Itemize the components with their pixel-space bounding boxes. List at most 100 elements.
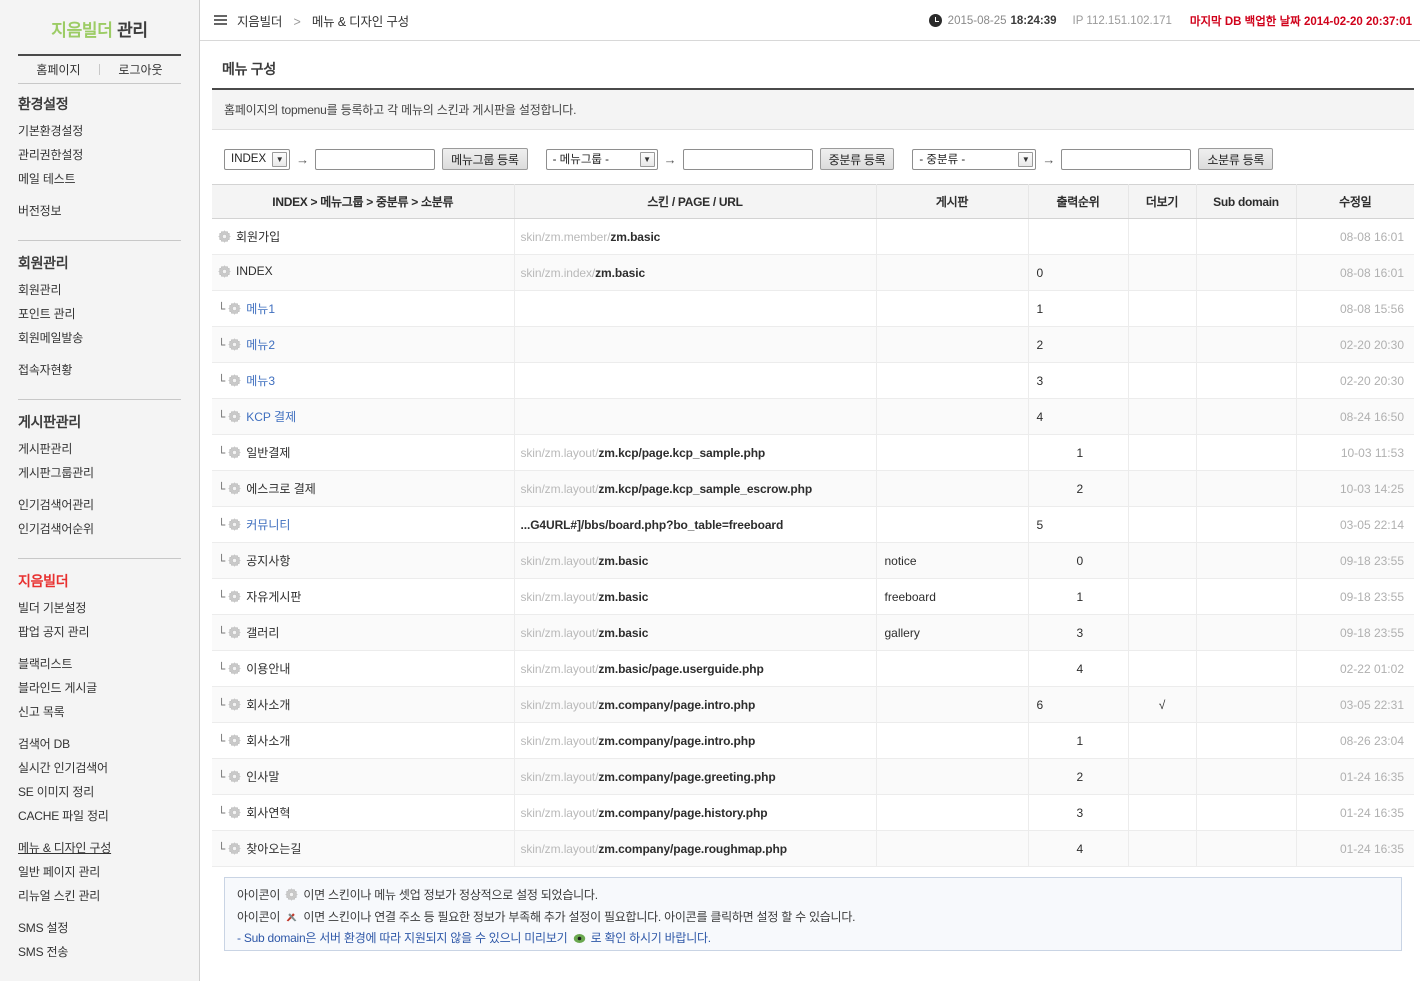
gear-icon[interactable]	[218, 229, 231, 243]
hamburger-menu-icon[interactable]	[214, 13, 227, 28]
chevron-down-icon: ▼	[272, 151, 288, 167]
cell-modified-date: 10-03 14:25	[1296, 470, 1414, 507]
sidebar-item-4-5[interactable]: 신고 목록	[18, 705, 65, 719]
sidebar-item-2-4[interactable]: 접속자현황	[18, 363, 73, 377]
sidebar-item-4-1[interactable]: 빌더 기본설정	[18, 601, 87, 615]
gear-icon[interactable]	[228, 338, 241, 351]
table-row[interactable]: └ 갤러리 skin/zm.layout/zm.basic gallery 3 09-18…	[212, 614, 1414, 651]
sidebar-item-4-9[interactable]: CACHE 파일 정리	[18, 809, 109, 823]
table-row[interactable]: └ 커뮤니티 ...G4URL#]/bbs/board.php?bo_table=f…	[212, 506, 1414, 543]
menu-name-label[interactable]: 갤러리	[246, 626, 280, 640]
sidebar-item-3-1[interactable]: 게시판관리	[18, 442, 73, 456]
link-homepage[interactable]: 홈페이지	[36, 62, 81, 77]
sidebar-item-1-2[interactable]: 관리권한설정	[18, 148, 84, 162]
table-row[interactable]: └ 찾아오는길 skin/zm.layout/zm.company/page.rou…	[212, 830, 1414, 867]
gear-icon[interactable]	[228, 806, 241, 819]
sidebar-item-1-4[interactable]: 버전정보	[18, 204, 62, 218]
gear-icon[interactable]	[228, 770, 241, 783]
sidebar-item-1-3[interactable]: 메일 테스트	[18, 172, 76, 186]
gear-icon[interactable]	[228, 590, 241, 603]
menu-name-label[interactable]: 자유게시판	[246, 590, 302, 604]
table-row[interactable]: └ 메뉴3 3 02-20 20:30	[212, 362, 1414, 399]
sidebar-item-1-1[interactable]: 기본환경설정	[18, 124, 84, 138]
menu-name-label[interactable]: 찾아오는길	[246, 842, 302, 856]
menu-name-label[interactable]: KCP 결제	[246, 410, 297, 424]
menu-name-label[interactable]: 에스크로 결제	[246, 482, 316, 496]
gear-icon[interactable]	[228, 698, 241, 711]
gear-icon[interactable]	[228, 842, 241, 855]
select-menu-group[interactable]: - 메뉴그룹 - ▼	[545, 148, 658, 170]
menu-name-label[interactable]: 회사소개	[246, 734, 291, 748]
link-logout[interactable]: 로그아웃	[118, 62, 163, 77]
table-row[interactable]: └ 회사소개 skin/zm.layout/zm.company/page.intr…	[212, 722, 1414, 759]
sidebar-item-4-12[interactable]: 리뉴얼 스킨 관리	[18, 889, 101, 903]
sidebar-item-4-8[interactable]: SE 이미지 정리	[18, 785, 95, 799]
sidebar-item-2-3[interactable]: 회원메일발송	[18, 331, 84, 345]
register-menu-group-button[interactable]: 메뉴그룹 등록	[442, 148, 528, 170]
gear-icon[interactable]	[228, 734, 241, 747]
sidebar-item-4-13[interactable]: SMS 설정	[18, 921, 69, 935]
register-mid-category-button[interactable]: 중분류 등록	[819, 148, 895, 170]
table-row[interactable]: └ 메뉴2 2 02-20 20:30	[212, 326, 1414, 363]
gear-icon[interactable]	[228, 302, 241, 315]
table-row[interactable]: 회원가입 skin/zm.member/zm.basic 08-08 16:01	[212, 218, 1414, 255]
sidebar-item-4-4[interactable]: 블라인드 게시글	[18, 681, 98, 695]
table-row[interactable]: └ 공지사항 skin/zm.layout/zm.basic notice 0 09-18…	[212, 542, 1414, 579]
table-row[interactable]: INDEX skin/zm.index/zm.basic 0 08-08 16:01	[212, 254, 1414, 291]
cell-menu-name: └ 갤러리	[212, 614, 515, 651]
table-row[interactable]: └ 인사말 skin/zm.layout/zm.company/page.greet…	[212, 758, 1414, 795]
menu-name-label[interactable]: INDEX	[236, 264, 273, 279]
sidebar-item-2-1[interactable]: 회원관리	[18, 283, 62, 297]
table-row[interactable]: └ 일반결제 skin/zm.layout/zm.kcp/page.kcp_samp…	[212, 434, 1414, 471]
sidebar-item-4-6[interactable]: 검색어 DB	[18, 737, 70, 751]
gear-icon[interactable]	[228, 662, 241, 675]
sidebar-item-4-10[interactable]: 메뉴 & 디자인 구성	[18, 841, 112, 855]
mid-category-name-input[interactable]	[682, 148, 813, 170]
gear-icon[interactable]	[228, 374, 241, 387]
menu-name-label[interactable]: 일반결제	[246, 446, 291, 460]
breadcrumb-root[interactable]: 지음빌더	[237, 14, 283, 29]
sidebar-item-4-2[interactable]: 팝업 공지 관리	[18, 625, 90, 639]
table-row[interactable]: └ 메뉴1 1 08-08 15:56	[212, 290, 1414, 327]
gear-icon[interactable]	[218, 265, 231, 278]
menu-group-name-input[interactable]	[315, 148, 436, 170]
gear-icon[interactable]	[228, 446, 241, 459]
menu-name-label[interactable]: 공지사항	[246, 554, 291, 568]
sidebar-item-4-3[interactable]: 블랙리스트	[18, 657, 73, 671]
menu-name-label[interactable]: 회원가입	[236, 229, 281, 244]
sidebar-item-4-7[interactable]: 실시간 인기검색어	[18, 761, 108, 775]
cell-skin-path	[514, 326, 877, 363]
menu-name-label[interactable]: 회사소개	[246, 698, 291, 712]
sidebar-item-2-2[interactable]: 포인트 관리	[18, 307, 76, 321]
table-row[interactable]: └ 회사연혁 skin/zm.layout/zm.company/page.hist…	[212, 794, 1414, 831]
menu-name-label[interactable]: 이용안내	[246, 662, 291, 676]
table-row[interactable]: └ 에스크로 결제 skin/zm.layout/zm.kcp/page.kcp_s…	[212, 470, 1414, 507]
sidebar-item-3-4[interactable]: 인기검색어순위	[18, 522, 94, 536]
sidebar-item-4-11[interactable]: 일반 페이지 관리	[18, 865, 101, 879]
sidebar-group-4: 지음빌더 빌더 기본설정 팝업 공지 관리 블랙리스트 블라인드 게시글 신고 목록 검색어…	[18, 558, 181, 964]
table-row[interactable]: └ 이용안내 skin/zm.layout/zm.basic/page.usergu…	[212, 650, 1414, 687]
sub-category-name-input[interactable]	[1061, 148, 1192, 170]
gear-icon[interactable]	[228, 482, 241, 495]
sidebar-item-3-2[interactable]: 게시판그룹관리	[18, 466, 94, 480]
table-row[interactable]: └ 회사소개 skin/zm.layout/zm.company/page.intr…	[212, 686, 1414, 723]
table-row[interactable]: └ 자유게시판 skin/zm.layout/zm.basic freeboard 1 0…	[212, 578, 1414, 615]
table-row[interactable]: └ KCP 결제 4 08-24 16:50	[212, 398, 1414, 435]
select-mid-category[interactable]: - 중분류 - ▼	[912, 148, 1037, 170]
gear-icon[interactable]	[228, 518, 241, 531]
gear-icon[interactable]	[228, 626, 241, 639]
menu-name-label[interactable]: 메뉴3	[246, 374, 275, 388]
column-header-board: 게시판	[876, 184, 1029, 219]
menu-name-label[interactable]: 메뉴1	[246, 302, 275, 316]
menu-name-label[interactable]: 메뉴2	[246, 338, 275, 352]
gear-icon[interactable]	[228, 554, 241, 567]
select-index[interactable]: INDEX ▼	[224, 148, 291, 170]
register-sub-category-button[interactable]: 소분류 등록	[1198, 148, 1274, 170]
gear-icon[interactable]	[228, 410, 241, 423]
menu-name-label[interactable]: 회사연혁	[246, 806, 291, 820]
menu-name-label[interactable]: 인사말	[246, 770, 280, 784]
column-header-subdomain: Sub domain	[1196, 184, 1297, 219]
menu-name-label[interactable]: 커뮤니티	[246, 518, 291, 532]
sidebar-item-3-3[interactable]: 인기검색어관리	[18, 498, 94, 512]
sidebar-item-4-14[interactable]: SMS 전송	[18, 945, 69, 959]
